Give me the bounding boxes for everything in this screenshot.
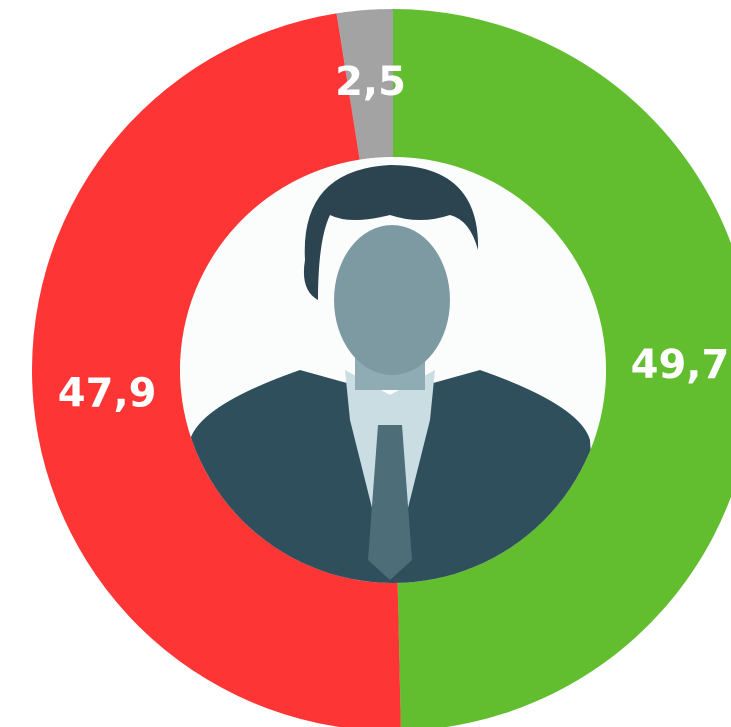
page: 49,747,92,5 (() => { const data = JSON.p… [0, 0, 731, 727]
value-label: 2,5 [335, 59, 406, 105]
value-label: 47,9 [58, 371, 157, 417]
chart: 49,7 47,9 2,5 [0, 0, 731, 727]
value-label: 49,7 [631, 342, 730, 388]
face [334, 225, 450, 375]
